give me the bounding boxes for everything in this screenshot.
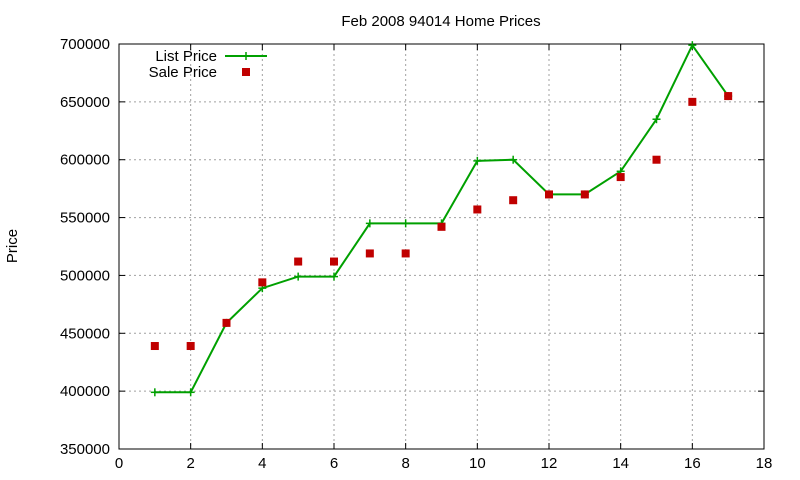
legend: List Price Sale Price: [149, 48, 267, 81]
sale-price-point: [222, 318, 231, 327]
x-tick-label: 14: [612, 455, 629, 472]
series: [150, 41, 733, 397]
sale-price-point: [580, 190, 589, 199]
legend-mark-list-price: [242, 52, 250, 60]
y-tick-label: 700000: [60, 36, 110, 53]
sale-price-point: [616, 173, 625, 182]
legend-label-sale-price: Sale Price: [149, 64, 217, 81]
y-tick-label: 450000: [60, 325, 110, 342]
chart-title: Feb 2008 94014 Home Prices: [341, 13, 540, 30]
grid: [119, 44, 764, 449]
sale-price-point: [150, 342, 159, 351]
sale-price-point: [437, 222, 446, 231]
list-price-point: [186, 388, 195, 397]
list-price-point: [401, 219, 410, 228]
x-tick-label: 8: [401, 455, 409, 472]
sale-price-point: [401, 249, 410, 258]
x-tick-label: 18: [756, 455, 773, 472]
list-price-point: [330, 272, 338, 281]
sale-price-point: [652, 155, 661, 164]
list-price-point: [688, 41, 697, 50]
list-price-point: [365, 219, 374, 228]
sale-price-point: [688, 97, 697, 106]
x-tick-label: 4: [258, 455, 266, 472]
list-price-point: [509, 155, 518, 164]
x-tick-label: 16: [684, 455, 701, 472]
y-axis-label: Price: [4, 229, 21, 263]
sale-price-point: [294, 257, 303, 266]
x-tick-label: 6: [330, 455, 338, 472]
sale-price-point: [365, 249, 374, 258]
list-price-line: [154, 43, 730, 394]
list-price-point: [294, 272, 303, 281]
x-tick-label: 10: [469, 455, 486, 472]
axis-ticks: 0 2 4 6 8 10 12 14 16 18 350000 400000 450000 500000 5…: [60, 36, 772, 472]
y-tick-label: 400000: [60, 383, 110, 400]
x-tick-label: 2: [186, 455, 194, 472]
list-price-point: [652, 115, 661, 124]
list-price-point: [150, 388, 159, 397]
y-tick-label: 500000: [60, 267, 110, 284]
sale-price-point: [509, 196, 518, 205]
legend-mark-sale-price: [242, 68, 250, 76]
plot-frame: [118, 43, 765, 450]
sale-price-point: [186, 342, 195, 351]
legend-label-list-price: List Price: [155, 48, 217, 65]
x-tick-label: 12: [541, 455, 558, 472]
sale-price-point: [724, 92, 733, 101]
sale-price-point: [473, 205, 482, 214]
x-tick-label: 0: [115, 455, 123, 472]
y-tick-label: 600000: [60, 152, 110, 169]
y-tick-label: 550000: [60, 210, 110, 227]
sale-price-point: [330, 257, 338, 266]
sale-price-point: [258, 278, 267, 287]
list-price-point: [473, 156, 482, 165]
y-tick-label: 350000: [60, 441, 110, 458]
y-tick-label: 650000: [60, 94, 110, 111]
sale-price-point: [545, 190, 553, 199]
